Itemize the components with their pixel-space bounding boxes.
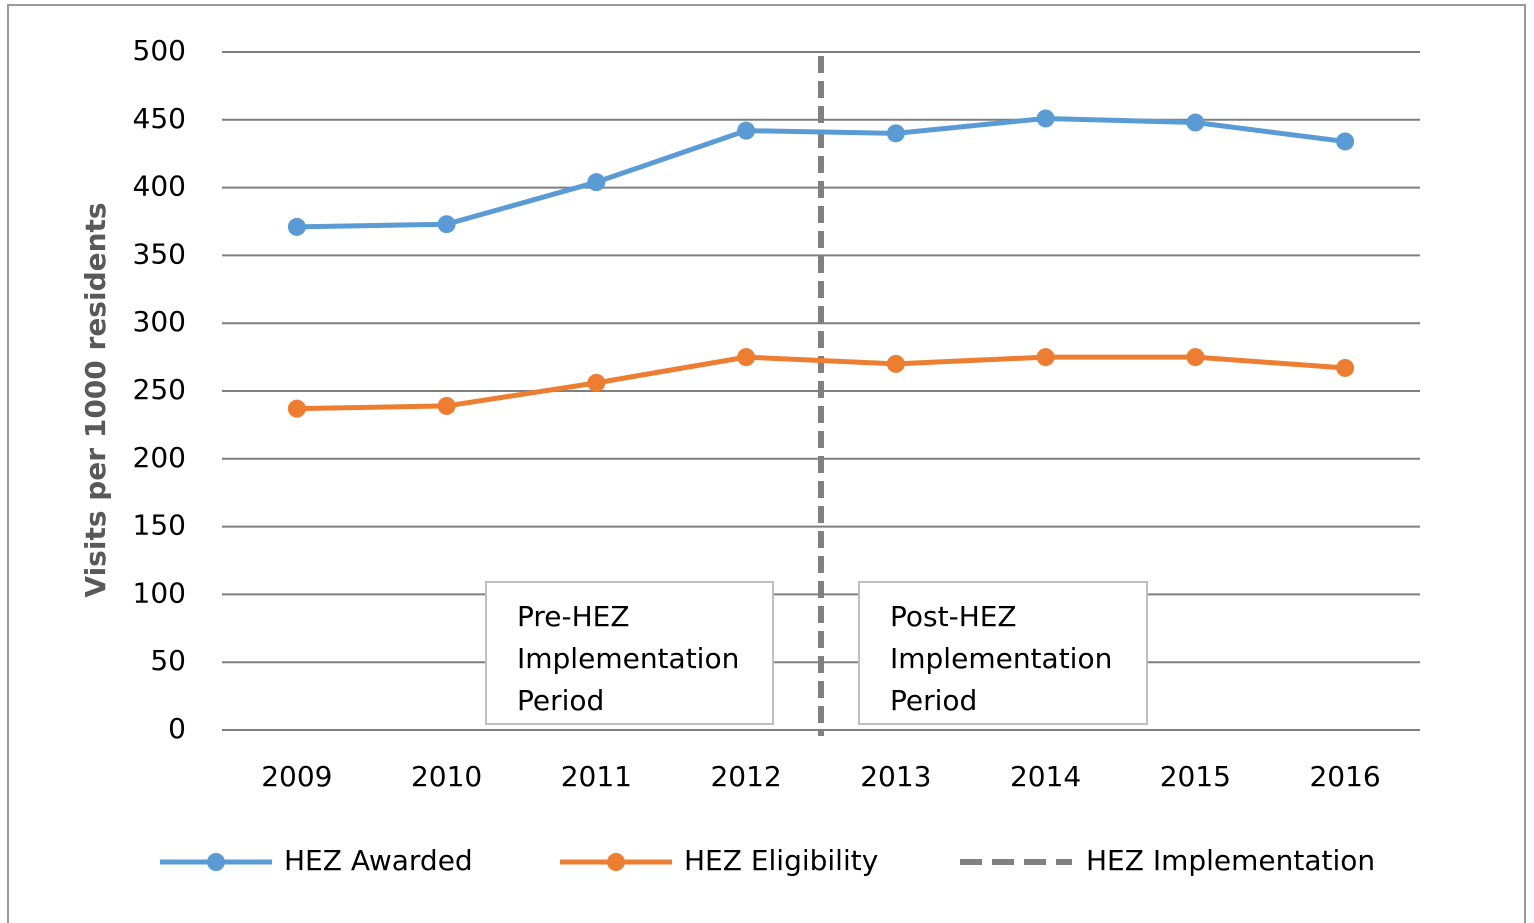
annotation-box	[858, 581, 1148, 725]
y-tick-label: 150	[133, 509, 186, 542]
annotation-text: Period	[517, 684, 604, 717]
x-tick-label: 2011	[561, 760, 632, 793]
y-tick-label: 450	[133, 102, 186, 135]
x-tick-label: 2016	[1309, 760, 1380, 793]
y-tick-label: 100	[133, 576, 186, 609]
data-point	[587, 373, 606, 392]
data-point	[737, 348, 756, 367]
data-point	[737, 121, 756, 140]
x-tick-label: 2014	[1010, 760, 1081, 793]
y-tick-label: 500	[133, 34, 186, 67]
chart-border	[7, 4, 1526, 923]
data-point	[1036, 109, 1055, 128]
y-axis-label: Visits per 1000 residents	[79, 202, 112, 597]
legend-label: HEZ Implementation	[1086, 844, 1375, 877]
data-point	[437, 215, 456, 234]
annotation-box	[485, 581, 774, 725]
x-tick-label: 2010	[411, 760, 482, 793]
annotation-text: Period	[890, 684, 977, 717]
data-point	[1336, 132, 1355, 151]
x-tick-label: 2009	[261, 760, 332, 793]
data-point	[287, 217, 306, 236]
legend-marker	[607, 853, 625, 871]
data-point	[1036, 348, 1055, 367]
y-tick-label: 350	[133, 237, 186, 270]
y-tick-label: 300	[133, 305, 186, 338]
y-tick-label: 250	[133, 373, 186, 406]
data-point	[1186, 113, 1205, 132]
y-tick-label: 0	[168, 712, 186, 745]
data-point	[886, 354, 905, 373]
legend-label: HEZ Awarded	[284, 844, 473, 877]
data-point	[1336, 358, 1355, 377]
y-tick-label: 50	[150, 644, 186, 677]
series-line	[296, 354, 1346, 412]
legend-label: HEZ Eligibility	[684, 844, 878, 877]
data-point	[287, 399, 306, 418]
data-point	[587, 173, 606, 192]
annotation-text: Post-HEZ	[890, 600, 1017, 633]
y-tick-label: 200	[133, 441, 186, 474]
x-tick-label: 2012	[710, 760, 781, 793]
legend-marker	[207, 853, 225, 871]
annotation-text: Pre-HEZ	[517, 600, 630, 633]
data-point	[437, 396, 456, 415]
annotation-text: Implementation	[890, 642, 1112, 675]
data-point	[1186, 348, 1205, 367]
x-tick-label: 2015	[1160, 760, 1231, 793]
annotation-text: Implementation	[517, 642, 739, 675]
y-tick-label: 400	[133, 170, 186, 203]
data-point	[886, 124, 905, 143]
x-tick-label: 2013	[860, 760, 931, 793]
series-line	[296, 115, 1346, 230]
